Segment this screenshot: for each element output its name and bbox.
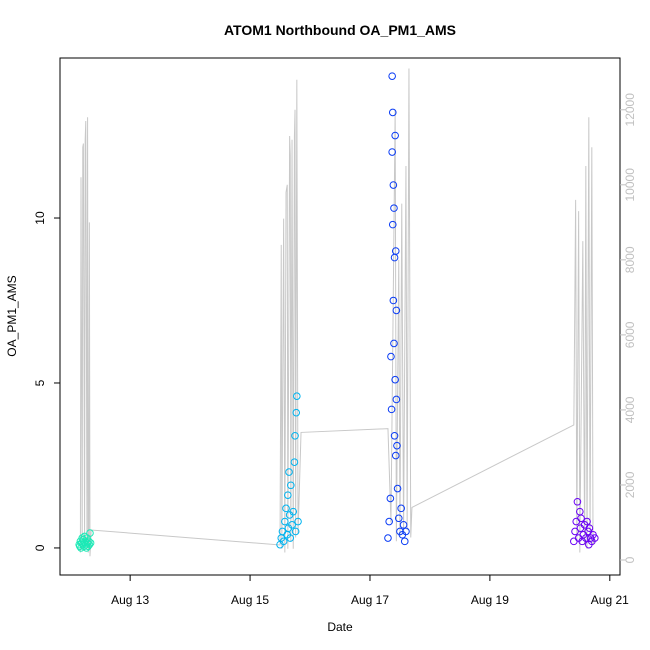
- point: [287, 481, 295, 490]
- point: [394, 514, 403, 523]
- y-axis-label: OA_PM1_AMS: [5, 275, 19, 356]
- point: [571, 527, 579, 536]
- point: [390, 431, 399, 440]
- point: [288, 521, 296, 529]
- point: [85, 540, 94, 549]
- point: [388, 108, 397, 117]
- x-tick-label: Aug 13: [111, 593, 149, 607]
- point: [386, 494, 395, 503]
- point: [284, 491, 292, 499]
- point: [385, 517, 393, 526]
- point: [294, 517, 302, 526]
- x-tick-label: Aug 19: [471, 593, 509, 607]
- point: [570, 537, 578, 546]
- point: [291, 527, 300, 536]
- y2-tick-label: 8000: [623, 246, 637, 273]
- point: [402, 527, 410, 536]
- point: [392, 306, 401, 315]
- y-tick-label: 5: [33, 379, 47, 386]
- point: [572, 517, 581, 526]
- point: [582, 534, 590, 542]
- y2-tick-label: 4000: [623, 396, 637, 423]
- point: [583, 517, 591, 526]
- y2-tick-label: 12000: [623, 93, 637, 127]
- point: [289, 507, 298, 516]
- point: [285, 468, 293, 476]
- point: [291, 431, 299, 440]
- point: [84, 537, 93, 546]
- y2-tick-label: 2000: [623, 471, 637, 498]
- point: [388, 220, 397, 229]
- point: [591, 534, 599, 542]
- point: [80, 532, 89, 541]
- y2-tick-label: 6000: [623, 321, 637, 348]
- x-tick-label: Aug 21: [591, 593, 629, 607]
- point: [393, 484, 402, 493]
- point: [384, 534, 392, 542]
- point: [392, 395, 401, 404]
- point: [399, 521, 408, 529]
- point: [387, 405, 396, 414]
- point: [391, 375, 399, 384]
- point: [390, 253, 399, 262]
- point: [281, 517, 289, 526]
- point: [577, 514, 585, 523]
- point: [388, 72, 396, 80]
- point: [388, 148, 396, 156]
- point: [390, 339, 398, 348]
- x-axis-label: Date: [327, 620, 353, 634]
- point: [286, 534, 295, 542]
- point: [389, 181, 398, 189]
- line: [79, 68, 596, 557]
- y-tick-label: 0: [33, 544, 47, 551]
- point: [282, 504, 290, 513]
- chart-title: ATOM1 Northbound OA_PM1_AMS: [224, 22, 456, 38]
- point: [391, 131, 399, 140]
- point: [390, 204, 398, 212]
- point: [573, 497, 582, 506]
- point: [86, 539, 95, 547]
- point: [293, 392, 301, 400]
- point: [389, 296, 398, 305]
- point: [391, 451, 400, 460]
- y2-tick-label: 0: [623, 556, 637, 563]
- point: [397, 504, 405, 513]
- point: [86, 529, 94, 537]
- x-tick-label: Aug 17: [351, 593, 389, 607]
- point: [387, 352, 395, 361]
- point: [391, 247, 400, 255]
- point: [292, 408, 301, 417]
- x-tick-label: Aug 15: [231, 593, 269, 607]
- point: [400, 537, 409, 546]
- point: [290, 458, 299, 466]
- point: [585, 524, 594, 532]
- y-tick-label: 10: [33, 211, 47, 225]
- point: [279, 537, 288, 546]
- y2-tick-label: 10000: [623, 168, 637, 202]
- plot-frame: [59, 57, 621, 576]
- point: [83, 539, 92, 547]
- point: [393, 441, 401, 450]
